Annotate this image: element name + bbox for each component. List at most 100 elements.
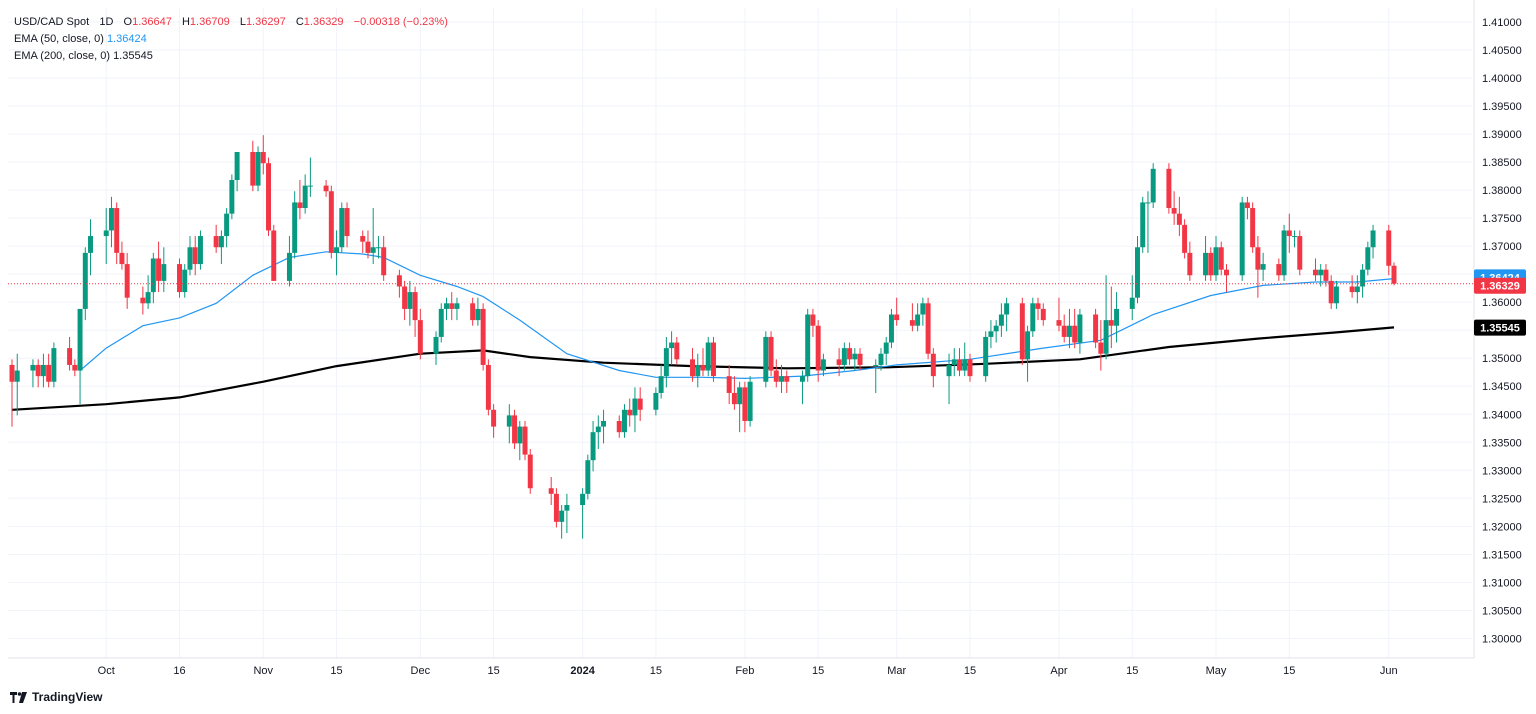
candle-body (1244, 202, 1250, 209)
candle (108, 196, 114, 248)
candle-body (449, 303, 455, 309)
candle (150, 252, 156, 304)
candle-body (779, 376, 785, 382)
candle-body (690, 359, 696, 377)
candle (1365, 241, 1371, 276)
candle-body (653, 392, 659, 410)
candle (1276, 258, 1282, 281)
last-price-badge: 1.36329 (1474, 277, 1526, 294)
candle (1035, 297, 1041, 321)
candle (271, 224, 277, 281)
legend-high-label: H (181, 16, 190, 28)
legend-ema200-row[interactable]: EMA (200, close, 0) 1.35545 (14, 48, 448, 65)
y-tick-label: 1.40500 (1482, 45, 1522, 57)
candle-body (197, 236, 203, 265)
candle (485, 359, 491, 416)
candle-body (669, 342, 675, 349)
candle (1312, 258, 1318, 281)
candle (1103, 275, 1109, 360)
x-tick-label: 15 (487, 665, 499, 677)
x-tick-label: May (1206, 665, 1227, 677)
candle-body (1286, 230, 1292, 237)
candle (820, 353, 826, 377)
candle (365, 230, 371, 259)
candle-body (946, 364, 952, 377)
candle-body (250, 152, 256, 186)
candle-body (1386, 230, 1392, 266)
candle-body (1103, 320, 1109, 354)
candle-body (30, 364, 36, 371)
candle (444, 297, 449, 321)
candle (1223, 264, 1229, 293)
candle (1093, 308, 1099, 349)
y-tick-label: 1.39500 (1482, 101, 1522, 113)
candle (1213, 236, 1219, 281)
candle-body (700, 364, 706, 371)
candle (161, 247, 167, 293)
candle-body (328, 191, 334, 253)
candle-body (266, 163, 271, 231)
legend-ema50-label: EMA (50, close, 0) (14, 33, 104, 45)
legend-low-label: L (239, 16, 246, 28)
legend-open-value: 1.36647 (132, 16, 172, 28)
candle (1208, 247, 1214, 281)
candle (983, 331, 989, 382)
candle (381, 236, 387, 281)
candle-body (1129, 297, 1135, 309)
candle (580, 488, 586, 539)
candle-body (255, 152, 261, 186)
legend-ema200-label: EMA (200, close, 0) (14, 50, 110, 62)
candle (1354, 275, 1360, 304)
candle (847, 342, 853, 365)
candle-body (161, 264, 167, 281)
candle (360, 230, 366, 253)
candle-body (1140, 202, 1146, 248)
candle (375, 236, 381, 259)
legend-interval[interactable]: 1D (99, 16, 114, 28)
y-tick-label: 1.32500 (1482, 493, 1522, 505)
legend-high-value: 1.36709 (189, 16, 230, 28)
candle-body (841, 348, 847, 365)
candle (915, 303, 921, 332)
ema50-line (79, 251, 1395, 380)
candle-body (1150, 168, 1156, 203)
candle (1040, 303, 1046, 326)
candle (1244, 196, 1250, 220)
candle (768, 331, 774, 377)
candle (286, 236, 292, 287)
y-tick-label: 1.33000 (1482, 465, 1522, 477)
legend-symbol[interactable]: USD/CAD Spot (14, 16, 90, 28)
candle (585, 454, 591, 500)
candle (1391, 262, 1397, 286)
candle (433, 331, 439, 365)
legend-ema50-row[interactable]: EMA (50, close, 0) 1.36424 (14, 31, 448, 48)
candle (402, 280, 408, 321)
candle (1108, 286, 1114, 349)
candle-body (1004, 303, 1010, 315)
candle (40, 353, 46, 388)
candle (637, 387, 643, 421)
candle (836, 348, 842, 377)
candle (763, 331, 769, 388)
candle-body (187, 247, 193, 270)
candle (669, 331, 675, 365)
y-tick-label: 1.32000 (1482, 521, 1522, 533)
tradingview-branding[interactable]: TradingView (10, 690, 102, 704)
candle (527, 448, 533, 494)
candle-body (815, 325, 821, 371)
candle-body (1292, 236, 1298, 238)
candle (328, 185, 334, 259)
candle (1187, 241, 1193, 281)
x-tick-label: Jun (1380, 665, 1398, 677)
candle (140, 286, 146, 315)
candle-body (108, 208, 114, 231)
candle-body (1040, 308, 1046, 321)
candle (407, 280, 413, 326)
time-axis[interactable]: Oct 16 Nov 15 Dec 15 2024 15 Feb 15 Mar 15 Apr 15 May 1… (8, 657, 1474, 677)
candle-body (1260, 264, 1266, 270)
candle (1281, 224, 1287, 281)
y-tick-label: 1.40000 (1482, 73, 1522, 85)
candle (77, 308, 83, 405)
candle (616, 415, 622, 438)
